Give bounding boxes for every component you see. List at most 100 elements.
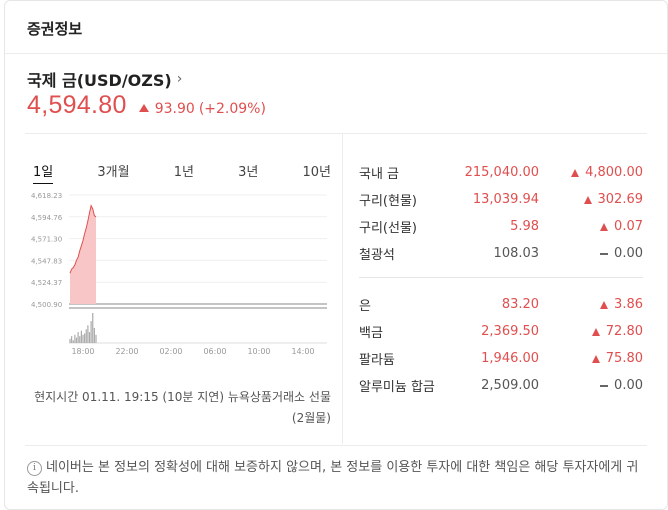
x-tick-label: 06:00 bbox=[203, 347, 226, 356]
commodity-name: 알루미늄 합금 bbox=[359, 380, 435, 395]
up-triangle-icon bbox=[571, 168, 580, 177]
y-tick-label: 4,618.23 bbox=[31, 192, 62, 200]
commodity-row[interactable]: 구리(선물) 5.98 0.07 bbox=[359, 213, 643, 240]
commodity-name: 백금 bbox=[359, 326, 383, 341]
tab-10-years[interactable]: 10년 bbox=[302, 165, 331, 180]
y-tick-label: 4,571.30 bbox=[31, 236, 62, 244]
volume-bar bbox=[72, 340, 74, 343]
commodity-table-group-2: 은 83.20 3.86 백금 2,369.50 72.80 팔라듐 1,946.00 75.8… bbox=[359, 291, 643, 399]
commodity-value: 2,369.50 bbox=[481, 324, 540, 339]
volume-bar bbox=[80, 330, 82, 343]
x-tick-label: 14:00 bbox=[291, 347, 314, 356]
up-triangle-icon bbox=[600, 222, 609, 231]
card-header: 증권정보 bbox=[5, 1, 667, 54]
commodity-value: 13,039.94 bbox=[472, 192, 540, 207]
price-chart: 4,618.23 4,594.76 4,571.30 4,547.83 4,524.37… bbox=[31, 192, 327, 356]
commodity-row[interactable]: 알루미늄 합금 2,509.00 0.00 bbox=[359, 372, 643, 399]
divider bbox=[25, 133, 647, 134]
commodity-change: 75.80 bbox=[539, 351, 643, 366]
volume-bar bbox=[79, 336, 81, 343]
price-change-percent: (+2.09%) bbox=[198, 101, 266, 117]
commodity-change: 0.07 bbox=[539, 219, 643, 234]
volume-bar bbox=[69, 338, 71, 343]
commodity-change-value: 72.80 bbox=[605, 324, 643, 339]
tab-3-years[interactable]: 3년 bbox=[238, 165, 259, 180]
commodity-value: 2,509.00 bbox=[481, 378, 540, 393]
flat-dash-icon bbox=[600, 384, 609, 387]
volume-bar bbox=[77, 332, 79, 343]
x-tick-label: 18:00 bbox=[71, 347, 94, 356]
commodity-name: 국내 금 bbox=[359, 167, 400, 182]
commodity-change: 0.00 bbox=[539, 246, 643, 261]
y-tick-label: 4,547.83 bbox=[31, 257, 62, 265]
volume-bar bbox=[87, 325, 89, 343]
volume-bar bbox=[85, 329, 87, 343]
volume-bar bbox=[92, 313, 94, 343]
commodity-change: 72.80 bbox=[539, 324, 643, 339]
commodity-name: 철광석 bbox=[359, 248, 395, 263]
flat-dash-icon bbox=[600, 252, 609, 255]
commodity-change-value: 302.69 bbox=[597, 192, 644, 207]
price-change: 93.90 bbox=[154, 101, 195, 117]
commodity-row[interactable]: 철광석 108.03 0.00 bbox=[359, 240, 643, 267]
price-area bbox=[70, 205, 96, 304]
commodity-change-value: 3.86 bbox=[614, 297, 643, 312]
commodity-change: 302.69 bbox=[539, 192, 643, 207]
vertical-divider bbox=[342, 134, 343, 444]
commodity-change-value: 75.80 bbox=[605, 351, 643, 366]
info-icon: i bbox=[27, 461, 42, 476]
volume-bar bbox=[74, 334, 76, 343]
commodity-name: 구리(현물) bbox=[359, 194, 417, 209]
volume-bar bbox=[82, 334, 84, 343]
volume-bar bbox=[88, 332, 91, 343]
commodity-row[interactable]: 국내 금 215,040.00 4,800.00 bbox=[359, 159, 643, 186]
up-triangle-icon bbox=[591, 327, 600, 336]
commodity-row[interactable]: 팔라듐 1,946.00 75.80 bbox=[359, 345, 643, 372]
table-divider bbox=[359, 277, 643, 278]
quote-name-link[interactable]: 국제 금(USD/OZS) › bbox=[27, 67, 182, 91]
commodity-name: 팔라듐 bbox=[359, 353, 395, 368]
commodity-value: 1,946.00 bbox=[481, 351, 540, 366]
up-triangle-icon bbox=[138, 104, 149, 112]
tab-1-year[interactable]: 1년 bbox=[173, 165, 194, 180]
volume-bar bbox=[75, 337, 78, 343]
commodity-change-value: 0.00 bbox=[614, 246, 643, 261]
commodity-change-value: 0.07 bbox=[614, 219, 643, 234]
price-row: 4,594.80 93.90 (+2.09%) bbox=[27, 91, 266, 120]
period-tabs: 1일 3개월 1년 3년 10년 bbox=[33, 161, 331, 184]
tab-1-day[interactable]: 1일 bbox=[33, 161, 54, 184]
volume-bar bbox=[95, 334, 97, 343]
current-price: 4,594.80 bbox=[27, 91, 127, 119]
data-source-note: 현지시간 01.11. 19:15 (10분 지연) 뉴욕상품거래소 선물(2월… bbox=[34, 390, 331, 425]
volume-bar bbox=[90, 321, 92, 343]
chevron-right-icon: › bbox=[176, 71, 183, 87]
commodity-change: 0.00 bbox=[539, 378, 643, 393]
divider bbox=[25, 445, 647, 446]
commodity-row[interactable]: 은 83.20 3.86 bbox=[359, 291, 643, 318]
up-triangle-icon bbox=[600, 300, 609, 309]
volume-bar bbox=[84, 333, 86, 343]
commodity-row[interactable]: 구리(현물) 13,039.94 302.69 bbox=[359, 186, 643, 213]
y-tick-label: 4,500.90 bbox=[31, 301, 62, 309]
x-tick-label: 22:00 bbox=[115, 347, 138, 356]
y-tick-label: 4,594.76 bbox=[31, 214, 63, 222]
disclaimer-text: 네이버는 본 정보의 정확성에 대해 보증하지 않으며, 본 정보를 이용한 투… bbox=[27, 460, 639, 496]
commodity-name: 구리(선물) bbox=[359, 221, 417, 236]
tab-3-months[interactable]: 3개월 bbox=[97, 165, 130, 180]
commodity-name: 은 bbox=[359, 299, 371, 314]
commodity-value: 215,040.00 bbox=[464, 165, 540, 180]
commodity-value: 83.20 bbox=[501, 297, 540, 312]
x-tick-label: 02:00 bbox=[159, 347, 182, 356]
price-line bbox=[69, 204, 97, 274]
commodity-value: 108.03 bbox=[493, 246, 540, 261]
card-title: 증권정보 bbox=[27, 20, 83, 38]
volume-bar bbox=[93, 328, 95, 343]
commodity-value: 5.98 bbox=[510, 219, 540, 234]
up-triangle-icon bbox=[591, 354, 600, 363]
x-tick-label: 10:00 bbox=[247, 347, 270, 356]
y-tick-label: 4,524.37 bbox=[31, 279, 62, 287]
commodity-row[interactable]: 백금 2,369.50 72.80 bbox=[359, 318, 643, 345]
commodity-change-value: 0.00 bbox=[614, 378, 643, 393]
up-triangle-icon bbox=[583, 195, 592, 204]
commodity-change-value: 4,800.00 bbox=[585, 165, 643, 180]
